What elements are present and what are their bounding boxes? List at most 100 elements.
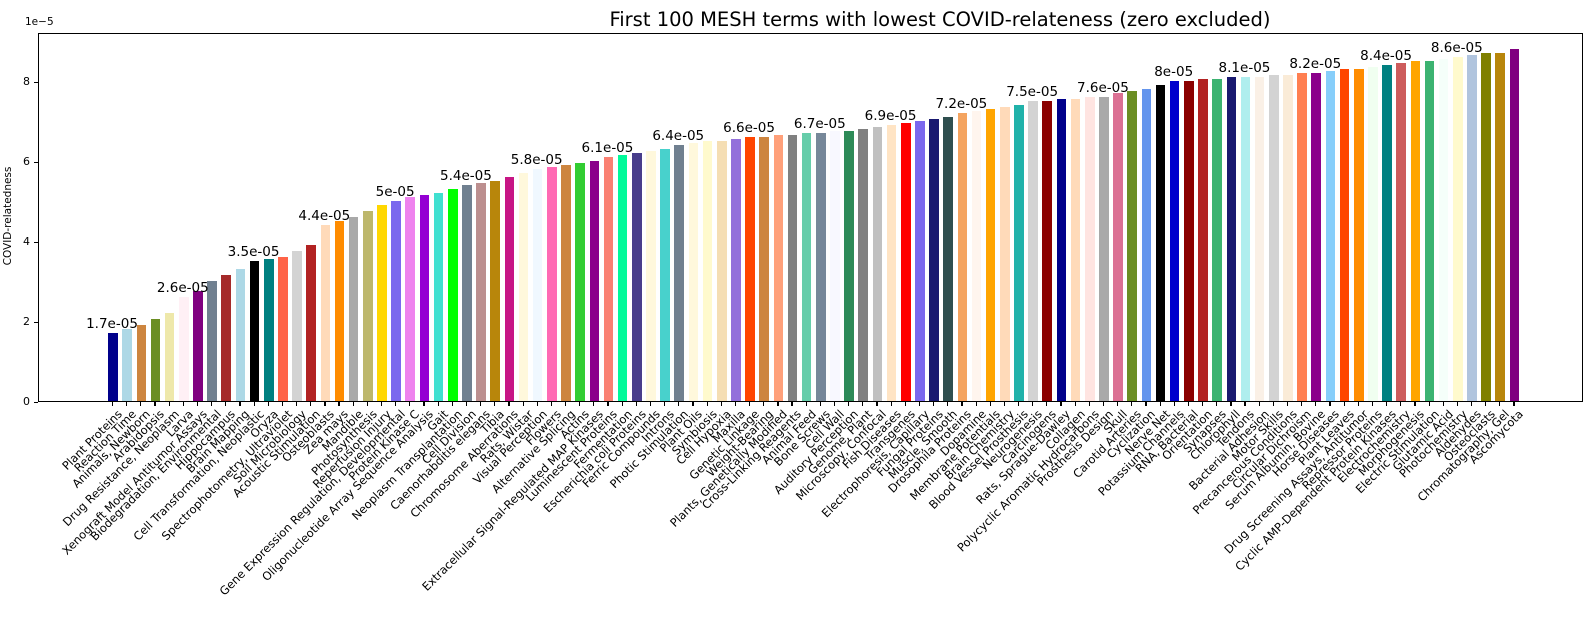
bar: [957, 113, 968, 401]
x-tick: [1159, 402, 1161, 406]
bar: [1184, 81, 1194, 401]
bar: [1311, 73, 1322, 401]
bar: [221, 275, 232, 401]
x-tick: [380, 402, 383, 406]
x-tick: [522, 402, 524, 406]
x-tick: [296, 402, 298, 406]
bar: [122, 329, 132, 401]
bar: [1481, 53, 1491, 401]
value-annotation: 6.7e-05: [793, 116, 846, 132]
bar: [1353, 69, 1364, 401]
bar: [164, 313, 175, 401]
bar: [1226, 77, 1237, 401]
x-tick: [409, 402, 411, 406]
x-tick: [1513, 402, 1515, 406]
bar: [278, 257, 288, 401]
bar: [1084, 97, 1095, 401]
x-tick: [734, 402, 737, 406]
bar: [334, 221, 345, 401]
bar: [447, 189, 458, 401]
x-tick: [1074, 402, 1076, 406]
x-tick: [1088, 402, 1090, 406]
x-tick: [1470, 402, 1473, 406]
y-axis-offset-text: 1e−5: [25, 16, 54, 28]
x-tick: [649, 402, 652, 406]
x-tick: [1003, 402, 1005, 406]
x-tick: [451, 402, 453, 406]
x-tick: [989, 402, 991, 406]
bar: [476, 183, 486, 401]
bar: [660, 149, 670, 401]
bar: [1438, 59, 1449, 401]
x-tick: [1145, 402, 1147, 406]
x-tick: [112, 402, 114, 406]
value-annotation: 5.4e-05: [439, 168, 492, 184]
x-tick: [904, 402, 906, 406]
x-tick: [1301, 402, 1303, 406]
value-annotation: 2.6e-05: [156, 280, 209, 296]
bar: [872, 127, 883, 401]
value-annotation: 6.4e-05: [652, 128, 705, 144]
bar: [716, 141, 727, 401]
x-tick: [225, 402, 227, 406]
x-tick: [635, 402, 637, 406]
bar: [1254, 77, 1265, 401]
bar: [377, 205, 387, 401]
bar: [391, 201, 401, 401]
bar: [1198, 79, 1208, 401]
bar: [971, 111, 982, 401]
bar: [108, 333, 118, 401]
value-annotation: 7.2e-05: [935, 96, 988, 112]
y-tick: [34, 81, 38, 83]
x-tick: [310, 402, 312, 406]
x-tick: [1272, 402, 1274, 406]
x-tick: [253, 402, 255, 406]
plot-area: [38, 33, 1583, 402]
x-tick: [536, 402, 538, 406]
x-tick: [1386, 402, 1388, 406]
x-tick: [168, 402, 170, 406]
bar: [1339, 69, 1350, 401]
bar: [787, 135, 798, 401]
x-tick: [678, 402, 680, 406]
x-tick: [621, 402, 623, 406]
bar: [1283, 75, 1293, 401]
x-tick: [423, 402, 425, 406]
value-annotation: 8.1e-05: [1218, 60, 1271, 76]
y-tick: [34, 401, 38, 403]
y-tick-label: 0: [23, 395, 30, 408]
x-tick: [791, 402, 793, 406]
x-tick: [692, 402, 694, 406]
bar: [816, 133, 826, 401]
x-tick: [324, 402, 326, 406]
x-tick: [706, 402, 708, 406]
y-tick-label: 2: [23, 315, 30, 328]
x-tick: [1499, 402, 1501, 406]
x-tick: [366, 402, 368, 406]
bar: [1240, 77, 1251, 401]
x-tick: [1216, 402, 1218, 406]
bar: [1297, 73, 1307, 401]
bar: [150, 319, 161, 401]
bar: [801, 133, 812, 401]
x-tick: [1032, 402, 1034, 406]
bar: [1099, 97, 1109, 401]
bar: [518, 173, 529, 401]
x-tick: [975, 402, 977, 406]
y-tick-label: 6: [23, 155, 30, 168]
bar: [136, 325, 147, 401]
x-tick: [1102, 402, 1105, 406]
x-tick: [1046, 402, 1048, 406]
bar: [674, 145, 685, 401]
bar: [207, 281, 217, 401]
bar: [433, 193, 444, 401]
bar: [1042, 101, 1053, 401]
bar: [915, 121, 925, 401]
bar: [306, 245, 316, 401]
x-tick: [1329, 402, 1331, 406]
x-tick: [961, 402, 963, 406]
x-tick: [480, 402, 482, 406]
x-tick: [267, 402, 269, 406]
bar: [1169, 81, 1180, 401]
